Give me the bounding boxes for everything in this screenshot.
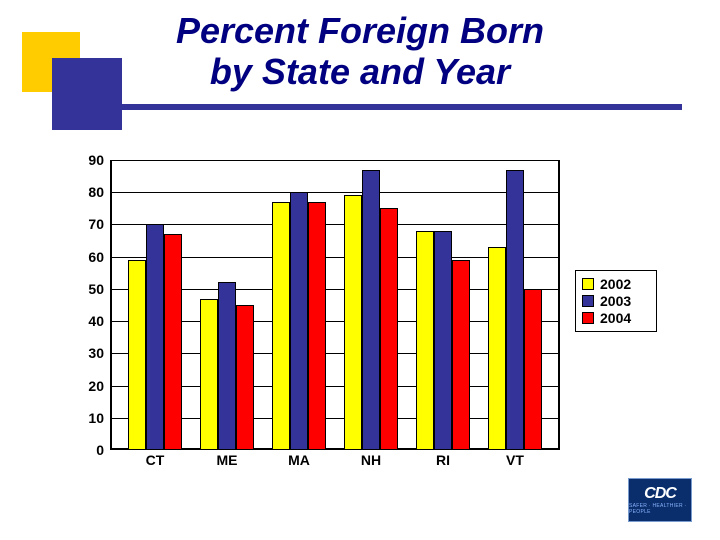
chart-legend: 200220032004: [575, 270, 657, 332]
bar-ME-2002: [200, 299, 218, 450]
x-tick-label: RI: [436, 452, 450, 468]
title-underline-short: [52, 124, 122, 130]
legend-item: 2004: [582, 310, 650, 326]
legend-swatch: [582, 295, 594, 307]
bar-MA-2004: [308, 202, 326, 450]
bar-VT-2003: [506, 170, 524, 450]
y-tick-label: 20: [70, 378, 104, 394]
y-tick-label: 40: [70, 313, 104, 329]
bar-NH-2002: [344, 195, 362, 450]
bar-ME-2003: [218, 282, 236, 450]
x-tick-label: NH: [361, 452, 381, 468]
chart-container: 0102030405060708090 CTMEMANHRIVT 2002200…: [70, 150, 670, 490]
legend-item: 2003: [582, 293, 650, 309]
legend-label: 2004: [600, 310, 631, 326]
x-tick-label: VT: [506, 452, 524, 468]
bar-MA-2003: [290, 192, 308, 450]
y-tick-label: 50: [70, 281, 104, 297]
x-tick-label: MA: [288, 452, 310, 468]
bar-NH-2003: [362, 170, 380, 450]
bar-VT-2004: [524, 289, 542, 450]
y-tick-label: 70: [70, 216, 104, 232]
cdc-logo: CDC SAFER · HEALTHIER · PEOPLE: [628, 478, 692, 522]
legend-swatch: [582, 312, 594, 324]
bar-CT-2003: [146, 224, 164, 450]
legend-swatch: [582, 278, 594, 290]
bar-VT-2002: [488, 247, 506, 450]
title-underline: [52, 104, 682, 110]
y-tick-label: 0: [70, 442, 104, 458]
slide-title: Percent Foreign Born by State and Year: [0, 10, 720, 93]
x-tick-label: CT: [146, 452, 165, 468]
title-line-2: by State and Year: [210, 51, 510, 92]
bar-CT-2004: [164, 234, 182, 450]
bar-ME-2004: [236, 305, 254, 450]
legend-item: 2002: [582, 276, 650, 292]
legend-label: 2002: [600, 276, 631, 292]
y-tick-label: 90: [70, 152, 104, 168]
bar-RI-2003: [434, 231, 452, 450]
bar-NH-2004: [380, 208, 398, 450]
x-tick-label: ME: [217, 452, 238, 468]
title-line-1: Percent Foreign Born: [176, 10, 544, 51]
y-tick-label: 60: [70, 249, 104, 265]
bar-RI-2004: [452, 260, 470, 450]
y-tick-label: 10: [70, 410, 104, 426]
cdc-logo-text: CDC: [644, 485, 676, 503]
y-tick-label: 80: [70, 184, 104, 200]
chart-bars: [110, 160, 560, 450]
bar-RI-2002: [416, 231, 434, 450]
x-axis-labels: CT ME MA NH RI VT: [110, 452, 560, 472]
cdc-logo-subtext: SAFER · HEALTHIER · PEOPLE: [629, 503, 691, 515]
legend-label: 2003: [600, 293, 631, 309]
y-tick-label: 30: [70, 345, 104, 361]
bar-CT-2002: [128, 260, 146, 450]
bar-MA-2002: [272, 202, 290, 450]
